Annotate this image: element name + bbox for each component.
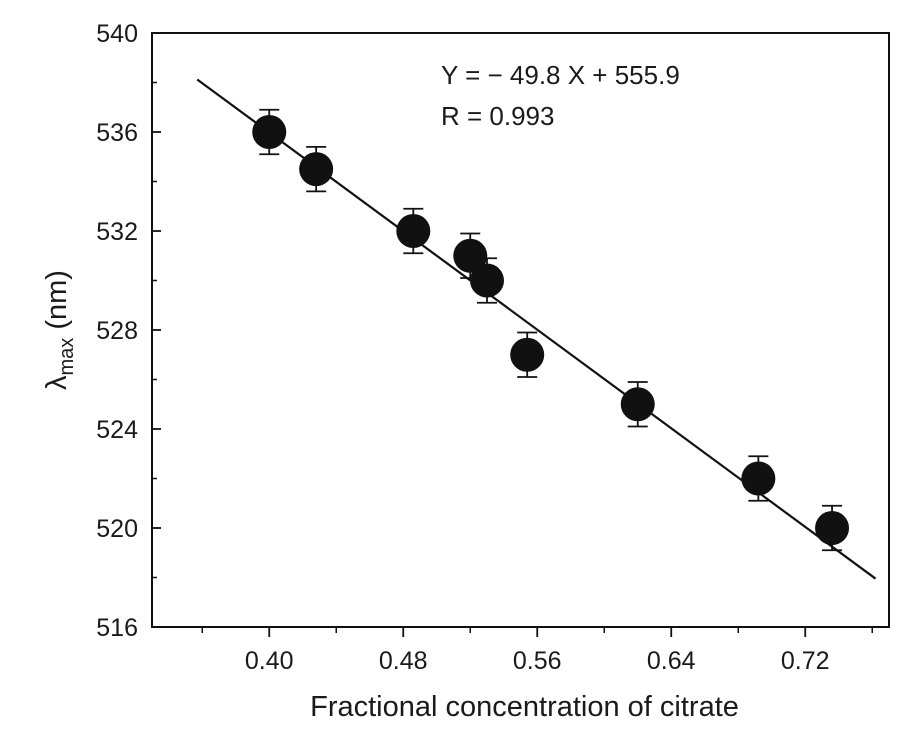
x-tick-label: 0.72 — [781, 647, 830, 675]
data-point-group — [299, 145, 334, 193]
regression-equation: Y = − 49.8 X + 555.9 — [441, 60, 680, 90]
data-point — [741, 461, 776, 496]
x-tick-label: 0.64 — [647, 647, 696, 675]
data-points-layer — [252, 108, 850, 552]
fit-line-layer — [196, 78, 877, 580]
data-point-group — [252, 108, 287, 156]
data-point — [815, 511, 850, 545]
data-point — [396, 214, 431, 248]
x-tick-label: 0.48 — [379, 647, 428, 675]
y-tick-label: 528 — [96, 317, 138, 345]
data-point — [470, 263, 504, 298]
axes-layer: 516 520 524 528 532 536 540 0.40 0.48 0.56 0.64 0.7… — [96, 20, 890, 675]
x-axis-title: Fractional concentration of citrate — [310, 691, 739, 723]
data-point-group — [815, 504, 850, 552]
y-tick-label: 540 — [96, 20, 138, 48]
y-tick-label: 536 — [96, 119, 138, 147]
data-point-group — [620, 381, 655, 428]
y-tick-label: 516 — [96, 614, 138, 642]
data-point — [620, 387, 655, 422]
y-tick-label: 532 — [96, 218, 138, 246]
data-point-group — [741, 455, 776, 502]
y-tick-label: 524 — [96, 416, 138, 444]
y-axis-title: λmax (nm) — [41, 270, 78, 390]
data-point — [252, 115, 287, 149]
regression-line — [196, 78, 877, 580]
data-point-group — [470, 257, 504, 304]
data-point — [510, 337, 545, 372]
x-tick-label: 0.40 — [245, 647, 294, 675]
x-tick-label: 0.56 — [513, 647, 562, 675]
data-point-group — [396, 207, 431, 255]
data-point-group — [510, 331, 545, 378]
labels-layer: Y = − 49.8 X + 555.9 R = 0.993 Fractiona… — [41, 60, 739, 723]
y-axis-title-subscript: max — [56, 338, 78, 376]
y-tick-label: 520 — [96, 515, 138, 543]
y-axis-title-lambda: λ — [41, 375, 73, 390]
data-point — [453, 238, 488, 273]
y-axis-title-unit: (nm) — [41, 270, 73, 338]
data-point — [299, 152, 334, 187]
correlation-coefficient: R = 0.993 — [441, 101, 554, 131]
